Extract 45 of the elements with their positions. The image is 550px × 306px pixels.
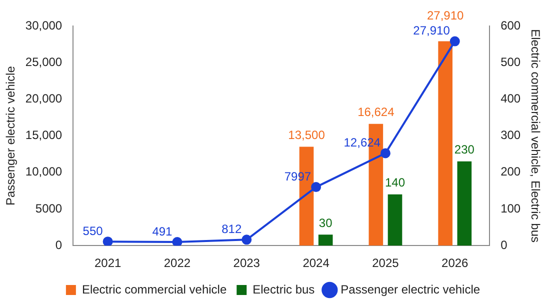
legend-label: Passenger electric vehicle xyxy=(340,282,480,296)
data-label: 491 xyxy=(152,224,173,238)
data-label: 140 xyxy=(384,176,406,190)
data-label: 230 xyxy=(454,142,475,157)
point xyxy=(172,237,182,246)
y2-tick-label: 100 xyxy=(500,201,521,216)
bar xyxy=(457,161,472,246)
y2-tick-label: 0 xyxy=(500,238,508,252)
y2-tick-label: 400 xyxy=(500,92,521,106)
data-label: 550 xyxy=(82,224,104,238)
y-tick-label: 15,000 xyxy=(25,128,62,142)
point xyxy=(102,236,113,246)
data-label: 27,910 xyxy=(413,24,450,38)
x-tick-label: 2025 xyxy=(372,256,400,270)
bar xyxy=(438,41,452,246)
x-tick-label: 2024 xyxy=(302,256,330,270)
legend-label: Electric commercial vehicle xyxy=(82,282,227,296)
bar xyxy=(318,234,333,246)
y2-axis-title: Electric commercial vehicle, Electric bus xyxy=(528,29,542,243)
data-label: 13,500 xyxy=(288,128,326,142)
y-tick-label: 25,000 xyxy=(25,54,62,69)
y2-tick-label: 500 xyxy=(500,54,521,69)
x-tick-label: 2022 xyxy=(164,256,191,270)
x-tick-label: 2026 xyxy=(442,256,469,270)
data-label: 30 xyxy=(318,216,333,230)
data-label: 812 xyxy=(222,222,242,236)
x-tick-label: 2021 xyxy=(94,256,122,270)
y2-tick-label: 300 xyxy=(500,128,521,142)
y-tick-label: 0 xyxy=(55,238,62,252)
data-label: 27,910 xyxy=(426,8,464,23)
y-tick-label: 30,000 xyxy=(25,18,62,32)
point xyxy=(311,182,322,192)
point xyxy=(242,234,252,245)
y-axis-title: Passenger electric vehicle xyxy=(4,66,18,206)
legend-label: Electric bus xyxy=(252,282,315,296)
y2-tick-label: 200 xyxy=(500,164,521,179)
y-tick-label: 5000 xyxy=(35,201,62,216)
bar xyxy=(388,194,402,246)
y-tick-label: 10,000 xyxy=(25,164,62,179)
point xyxy=(450,36,460,46)
y2-tick-label: 600 xyxy=(500,18,521,32)
data-label: 16,624 xyxy=(358,105,395,120)
x-tick-label: 2023 xyxy=(233,256,260,270)
y-tick-label: 20,000 xyxy=(25,92,62,106)
point xyxy=(380,148,390,158)
